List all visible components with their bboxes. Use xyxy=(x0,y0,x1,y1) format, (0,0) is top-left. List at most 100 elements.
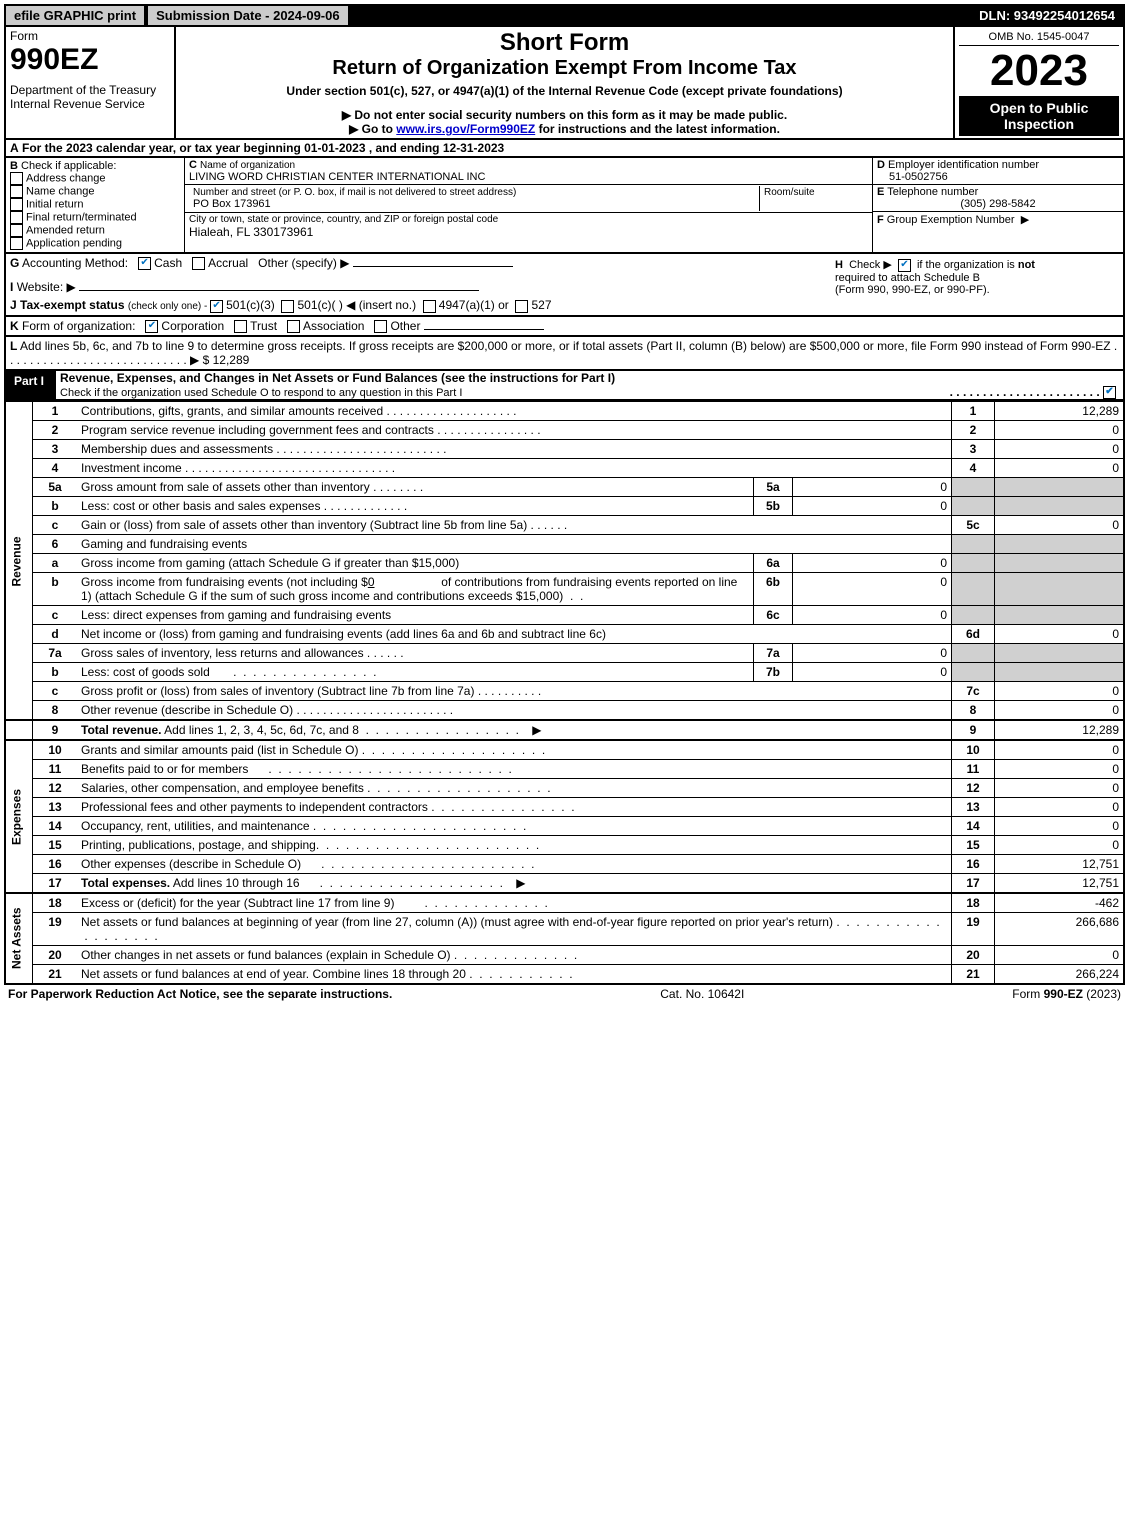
note-goto: ▶ Go to www.irs.gov/Form990EZ for instru… xyxy=(180,122,949,136)
header-right: OMB No. 1545-0047 2023 Open to Public In… xyxy=(953,27,1123,138)
g-other-input[interactable] xyxy=(353,266,513,267)
chk-schedule-o[interactable] xyxy=(1103,386,1116,399)
row-6a-text: Gross income from gaming (attach Schedul… xyxy=(81,556,459,570)
d-ein: 51-0502756 xyxy=(877,171,1119,183)
j-label: Tax-exempt status xyxy=(20,298,124,312)
tax-year: 2023 xyxy=(959,46,1119,96)
chk-accrual[interactable] xyxy=(192,257,205,270)
chk-501c3[interactable] xyxy=(210,300,223,313)
chk-other-org[interactable] xyxy=(374,320,387,333)
row-8-refnum: 8 xyxy=(952,701,995,721)
row-15-text: Printing, publications, postage, and shi… xyxy=(81,838,319,852)
b-item-4: Amended return xyxy=(26,224,105,236)
row-12-text: Salaries, other compensation, and employ… xyxy=(81,781,364,795)
irs-label: Internal Revenue Service xyxy=(10,97,170,111)
row-20-text: Other changes in net assets or fund bala… xyxy=(81,948,451,962)
row-5c-refnum: 5c xyxy=(952,516,995,535)
i-label: Website: ▶ xyxy=(17,280,76,294)
row-8-amt: 0 xyxy=(995,701,1125,721)
part-i-header: Part I Revenue, Expenses, and Changes in… xyxy=(4,371,1125,401)
row-19-refnum: 19 xyxy=(952,913,995,946)
row-7b-innum: 7b xyxy=(754,663,793,682)
c-street-label: Number and street (or P. O. box, if mail… xyxy=(193,187,755,198)
row-16-amt: 12,751 xyxy=(995,855,1125,874)
section-revenue-label: Revenue xyxy=(5,402,33,721)
row-14-text: Occupancy, rent, utilities, and maintena… xyxy=(81,819,310,833)
j-c: 4947(a)(1) or xyxy=(439,298,509,312)
row-6b-pre: Gross income from fundraising events (no… xyxy=(81,575,368,589)
row-20-amt: 0 xyxy=(995,946,1125,965)
row-7b-text: Less: cost of goods sold xyxy=(81,665,210,679)
row-11-text: Benefits paid to or for members xyxy=(81,762,248,776)
chk-address-change[interactable] xyxy=(10,172,23,185)
row-17-text2: Add lines 10 through 16 xyxy=(170,876,299,890)
row-20-refnum: 20 xyxy=(952,946,995,965)
row-9-text: Total revenue. xyxy=(81,723,161,737)
chk-h[interactable] xyxy=(898,259,911,272)
b-label: Check if applicable: xyxy=(21,160,116,172)
part-i-table: Revenue 1 Contributions, gifts, grants, … xyxy=(4,401,1125,985)
row-1-text: Contributions, gifts, grants, and simila… xyxy=(81,404,383,418)
j-sub: (check only one) - xyxy=(128,301,210,312)
efile-print-button[interactable]: efile GRAPHIC print xyxy=(6,6,146,25)
dept-label: Department of the Treasury xyxy=(10,83,170,97)
row-7c-amt: 0 xyxy=(995,682,1125,701)
row-13-text: Professional fees and other payments to … xyxy=(81,800,428,814)
submission-date-button[interactable]: Submission Date - 2024-09-06 xyxy=(148,6,350,25)
row-10-refnum: 10 xyxy=(952,740,995,760)
chk-application-pending[interactable] xyxy=(10,237,23,250)
footer-right-pre: Form xyxy=(1012,987,1043,1001)
chk-501c[interactable] xyxy=(281,300,294,313)
row-6d-refnum: 6d xyxy=(952,625,995,644)
top-bar: efile GRAPHIC print Submission Date - 20… xyxy=(4,4,1125,27)
chk-trust[interactable] xyxy=(234,320,247,333)
g-accrual: Accrual xyxy=(208,256,248,270)
row-12-refnum: 12 xyxy=(952,779,995,798)
row-gh: G Accounting Method: Cash Accrual Other … xyxy=(4,254,1125,317)
chk-amended-return[interactable] xyxy=(10,224,23,237)
row-4-amt: 0 xyxy=(995,459,1125,478)
row-4-refnum: 4 xyxy=(952,459,995,478)
chk-corp[interactable] xyxy=(145,320,158,333)
k-d: Other xyxy=(390,319,420,333)
col-c: C Name of organization LIVING WORD CHRIS… xyxy=(185,158,872,252)
row-6d-amt: 0 xyxy=(995,625,1125,644)
j-a: 501(c)(3) xyxy=(226,298,275,312)
row-6a-innum: 6a xyxy=(754,554,793,573)
row-6b-amt: 0 xyxy=(793,573,952,606)
row-13-amt: 0 xyxy=(995,798,1125,817)
g-other: Other (specify) ▶ xyxy=(258,256,349,270)
chk-name-change[interactable] xyxy=(10,185,23,198)
b-item-0: Address change xyxy=(26,172,106,184)
row-21-refnum: 21 xyxy=(952,965,995,985)
chk-assoc[interactable] xyxy=(287,320,300,333)
row-6d-text: Net income or (loss) from gaming and fun… xyxy=(77,625,952,644)
footer-mid: Cat. No. 10642I xyxy=(660,987,744,1001)
k-a: Corporation xyxy=(161,319,224,333)
chk-final-return[interactable] xyxy=(10,211,23,224)
line-k: K Form of organization: Corporation Trus… xyxy=(4,317,1125,337)
row-19-text: Net assets or fund balances at beginning… xyxy=(81,915,833,929)
row-7c-refnum: 7c xyxy=(952,682,995,701)
row-5a-innum: 5a xyxy=(754,478,793,497)
chk-4947[interactable] xyxy=(423,300,436,313)
row-1-amt: 12,289 xyxy=(995,402,1125,421)
chk-cash[interactable] xyxy=(138,257,151,270)
i-website-input[interactable] xyxy=(79,290,479,291)
row-11-refnum: 11 xyxy=(952,760,995,779)
col-b: B Check if applicable: Address change Na… xyxy=(6,158,185,252)
k-other-input[interactable] xyxy=(424,329,544,330)
row-1-refnum: 1 xyxy=(952,402,995,421)
j-b: 501(c)( ) xyxy=(297,298,342,312)
line-g: G Accounting Method: Cash Accrual Other … xyxy=(10,256,831,270)
chk-527[interactable] xyxy=(515,300,528,313)
subtitle: Under section 501(c), 527, or 4947(a)(1)… xyxy=(180,84,949,98)
e-phone: (305) 298-5842 xyxy=(877,198,1119,210)
row-10-text: Grants and similar amounts paid (list in… xyxy=(81,743,358,757)
chk-initial-return[interactable] xyxy=(10,198,23,211)
footer-right-post: (2023) xyxy=(1083,987,1121,1001)
info-block: B Check if applicable: Address change Na… xyxy=(4,158,1125,254)
row-17-text: Total expenses. xyxy=(81,876,170,890)
irs-link[interactable]: www.irs.gov/Form990EZ xyxy=(396,122,535,136)
d-label: Employer identification number xyxy=(888,159,1039,171)
